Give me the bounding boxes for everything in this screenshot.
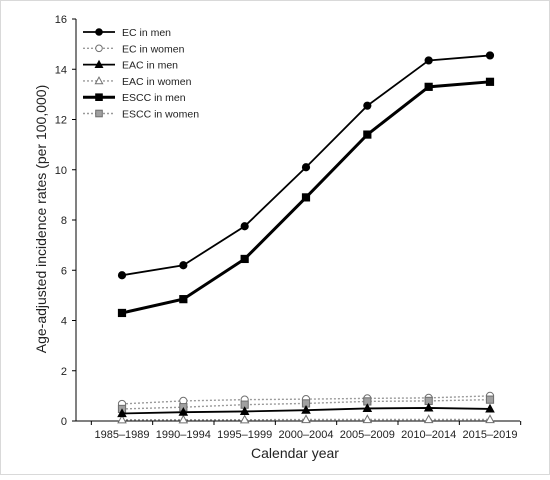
legend-marker — [96, 110, 103, 117]
data-point — [425, 83, 432, 90]
y-axis-title: Age-adjusted incidence rates (per 100,00… — [33, 85, 49, 354]
legend-marker — [96, 45, 103, 52]
data-point — [364, 102, 371, 109]
y-tick-label: 6 — [61, 265, 67, 277]
y-tick-label: 4 — [61, 316, 67, 328]
data-point — [118, 309, 125, 316]
x-tick-label: 2000–2004 — [278, 429, 333, 441]
legend-label: EAC in women — [122, 76, 192, 88]
legend-marker — [96, 94, 103, 101]
legend-label: EAC in men — [122, 60, 178, 72]
legend-label: ESCC in women — [122, 109, 199, 121]
x-axis-title: Calendar year — [251, 445, 339, 461]
data-point — [118, 272, 125, 279]
y-tick-label: 0 — [61, 416, 67, 428]
data-point — [302, 194, 309, 201]
x-tick-label: 2010–2014 — [401, 429, 456, 441]
data-point — [486, 78, 493, 85]
legend-label: EC in women — [122, 43, 185, 55]
data-point — [486, 396, 493, 403]
y-tick-label: 14 — [55, 64, 67, 76]
data-point — [241, 255, 248, 262]
data-point — [425, 57, 432, 64]
data-point — [364, 131, 371, 138]
x-tick-label: 2015–2019 — [462, 429, 517, 441]
y-tick-label: 12 — [55, 115, 67, 127]
legend-label: ESCC in men — [122, 92, 186, 104]
y-tick-label: 10 — [55, 165, 67, 177]
data-point — [180, 296, 187, 303]
y-tick-label: 16 — [55, 14, 67, 26]
x-tick-label: 2005–2009 — [340, 429, 395, 441]
data-point — [486, 52, 493, 59]
x-tick-label: 1990–1994 — [156, 429, 211, 441]
data-point — [180, 262, 187, 269]
data-point — [302, 164, 309, 171]
legend-label: EC in men — [122, 27, 171, 39]
y-tick-label: 2 — [61, 366, 67, 378]
y-tick-label: 8 — [61, 215, 67, 227]
data-point — [241, 223, 248, 230]
x-tick-label: 1985–1989 — [94, 429, 149, 441]
x-tick-label: 1995–1999 — [217, 429, 272, 441]
legend-marker — [96, 29, 103, 36]
